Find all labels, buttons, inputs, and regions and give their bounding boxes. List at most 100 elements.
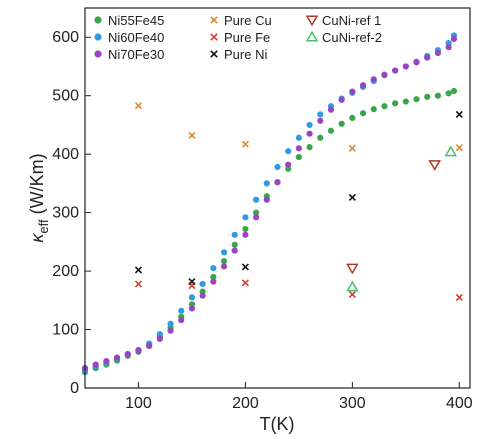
data-point-ni60fe40 bbox=[199, 280, 206, 288]
data-point-ni60fe40 bbox=[156, 331, 163, 338]
data-point-ni60fe40 bbox=[167, 320, 174, 327]
data-point-ni70fe30 bbox=[402, 63, 409, 70]
legend-marker-cuni-ref-2 bbox=[305, 30, 319, 42]
data-point-ni70fe30 bbox=[242, 231, 249, 238]
series-ni55fe45 bbox=[81, 87, 458, 376]
legend-label-ni60fe40: Ni60Fe40 bbox=[108, 30, 164, 45]
series-ni70fe30 bbox=[81, 35, 458, 372]
data-point-ni70fe30 bbox=[156, 335, 163, 342]
data-point-ni70fe30 bbox=[124, 350, 131, 358]
data-point-ni60fe40 bbox=[210, 265, 217, 272]
data-point-ni55fe45 bbox=[338, 120, 345, 127]
data-point-ni55fe45 bbox=[253, 209, 260, 216]
data-point-pure-fe bbox=[241, 279, 249, 287]
legend-marker-pure-ni bbox=[210, 50, 218, 58]
data-point-ni70fe30 bbox=[434, 49, 442, 57]
y-tick-label: 500 bbox=[52, 88, 79, 105]
data-point-cuni-ref-2 bbox=[346, 280, 359, 292]
data-point-ni60fe40 bbox=[274, 163, 281, 171]
legend-item-pure-fe: Pure Fe bbox=[210, 30, 270, 45]
data-point-ni60fe40 bbox=[178, 307, 185, 314]
data-point-ni70fe30 bbox=[295, 145, 302, 152]
data-point-ni70fe30 bbox=[178, 317, 185, 324]
data-point-ni55fe45 bbox=[349, 114, 356, 122]
data-point-ni60fe40 bbox=[220, 249, 228, 256]
y-tick-label: 0 bbox=[70, 380, 79, 397]
data-point-ni60fe40 bbox=[253, 196, 260, 203]
series-pure-ni bbox=[134, 110, 463, 286]
data-point-pure-ni bbox=[134, 266, 143, 274]
data-point-ni70fe30 bbox=[445, 44, 452, 51]
series-cuni-ref-2 bbox=[346, 145, 458, 292]
legend-marker-cuni-ref-1 bbox=[305, 15, 319, 27]
data-point-ni70fe30 bbox=[338, 96, 345, 103]
legend-item-cuni-ref-1: CuNi-ref 1 bbox=[305, 13, 381, 28]
data-point-ni70fe30 bbox=[103, 358, 110, 365]
data-point-ni70fe30 bbox=[146, 342, 153, 350]
data-point-ni70fe30 bbox=[113, 354, 121, 361]
legend-marker-ni60fe40 bbox=[94, 33, 102, 41]
data-point-ni55fe45 bbox=[306, 144, 313, 151]
legend-item-cuni-ref-2: CuNi-ref-2 bbox=[305, 30, 382, 45]
axis-ticks: 100 200 300 400 0 100 200 300 400 500 600 bbox=[52, 29, 472, 412]
legend-label-pure-cu: Pure Cu bbox=[224, 13, 272, 28]
data-point-pure-cu bbox=[455, 144, 463, 152]
data-point-ni70fe30 bbox=[285, 161, 292, 168]
data-point-ni60fe40 bbox=[188, 294, 196, 301]
legend-item-ni60fe40: Ni60Fe40 bbox=[94, 30, 164, 45]
plot-frame bbox=[84, 7, 471, 389]
y-tick-label: 600 bbox=[52, 29, 79, 46]
data-point-ni55fe45 bbox=[445, 90, 452, 97]
data-point-pure-ni bbox=[348, 193, 356, 201]
data-point-ni70fe30 bbox=[381, 71, 388, 78]
data-point-ni55fe45 bbox=[381, 103, 388, 110]
data-point-ni55fe45 bbox=[402, 98, 409, 105]
series-pure-fe bbox=[134, 279, 463, 301]
data-point-pure-fe bbox=[348, 290, 356, 299]
data-point-ni70fe30 bbox=[92, 361, 99, 368]
data-point-ni70fe30 bbox=[424, 54, 431, 61]
legend-item-ni70fe30: Ni70Fe30 bbox=[94, 47, 164, 62]
data-point-pure-cu bbox=[188, 131, 196, 140]
legend-label-ni70fe30: Ni70Fe30 bbox=[108, 47, 164, 62]
legend-label-cuni-ref-2: CuNi-ref-2 bbox=[322, 30, 382, 45]
data-point-ni70fe30 bbox=[359, 82, 367, 89]
series-cuni-ref-1 bbox=[346, 160, 442, 275]
data-point-ni60fe40 bbox=[263, 180, 270, 187]
data-point-ni70fe30 bbox=[220, 263, 228, 270]
legend-marker-ni55fe45 bbox=[94, 16, 102, 24]
data-point-ni70fe30 bbox=[188, 305, 196, 312]
data-point-ni55fe45 bbox=[231, 241, 238, 248]
y-axis-symbol: κ bbox=[27, 233, 47, 243]
data-point-ni55fe45 bbox=[327, 127, 335, 134]
data-point-pure-fe bbox=[455, 293, 463, 301]
data-point-ni70fe30 bbox=[210, 278, 217, 285]
data-point-ni55fe45 bbox=[359, 110, 367, 117]
data-point-ni70fe30 bbox=[263, 196, 270, 203]
data-point-ni70fe30 bbox=[413, 59, 420, 66]
y-tick-label: 200 bbox=[52, 263, 79, 280]
data-point-pure-cu bbox=[348, 144, 356, 152]
data-point-ni70fe30 bbox=[327, 106, 335, 113]
x-tick-label: 300 bbox=[339, 395, 366, 412]
data-point-ni55fe45 bbox=[370, 106, 377, 113]
legend-label-cuni-ref-1: CuNi-ref 1 bbox=[322, 13, 381, 28]
data-point-ni60fe40 bbox=[317, 111, 324, 118]
data-point-ni70fe30 bbox=[199, 292, 206, 299]
data-point-ni70fe30 bbox=[274, 179, 281, 186]
y-axis-unit: (W/Km) bbox=[27, 153, 47, 219]
data-point-ni60fe40 bbox=[285, 148, 292, 155]
legend-label-ni55fe45: Ni55Fe45 bbox=[108, 13, 164, 28]
data-point-ni70fe30 bbox=[231, 247, 238, 254]
data-point-cuni-ref-2 bbox=[444, 145, 458, 157]
data-point-ni55fe45 bbox=[210, 273, 217, 281]
legend-marker-pure-fe bbox=[210, 33, 218, 41]
y-axis-title: κeff (W/Km) bbox=[27, 153, 51, 242]
legend-label-pure-fe: Pure Fe bbox=[224, 30, 270, 45]
data-point-ni55fe45 bbox=[450, 87, 458, 95]
legend: Ni55Fe45 Ni60Fe40 Ni70Fe30 Pure Cu Pure Fe Pu… bbox=[94, 13, 382, 62]
x-tick-label: 400 bbox=[446, 395, 473, 412]
data-point-ni70fe30 bbox=[392, 67, 399, 74]
legend-item-ni55fe45: Ni55Fe45 bbox=[94, 13, 164, 28]
data-point-pure-fe bbox=[134, 280, 143, 288]
